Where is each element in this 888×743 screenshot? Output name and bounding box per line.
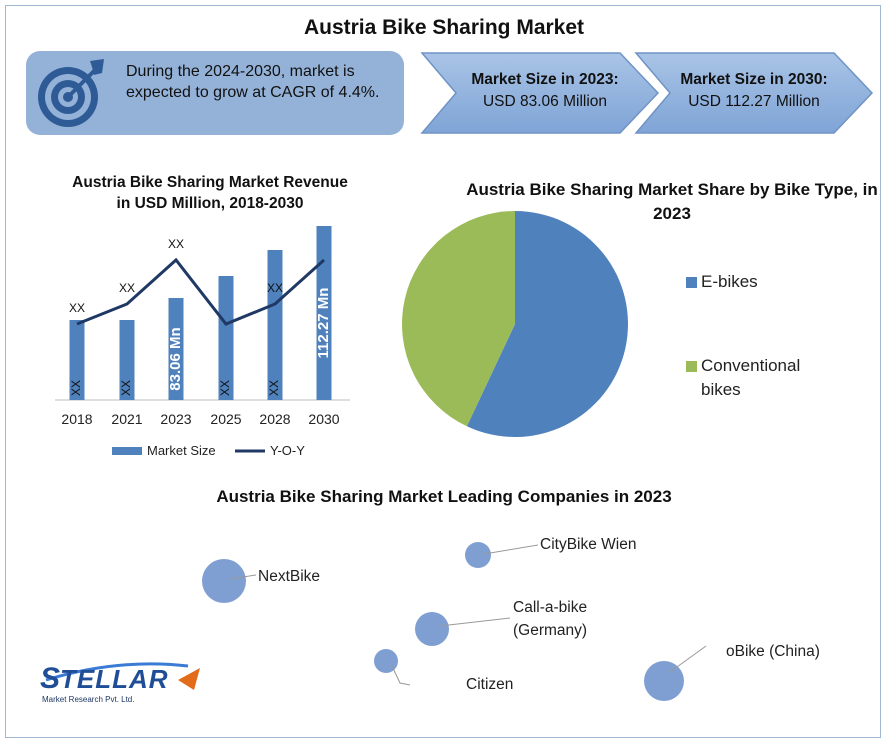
company-label-obike: oBike (China) xyxy=(726,643,820,660)
target-icon xyxy=(38,59,104,127)
bar-value-label: XX xyxy=(119,380,133,396)
market-2030-value: USD 112.27 Million xyxy=(688,93,820,110)
bar xyxy=(218,276,234,400)
chevron-shape xyxy=(634,52,874,134)
chevron-shape xyxy=(420,52,660,134)
company-label-citizen: Citizen xyxy=(466,676,514,693)
companies-bubbles xyxy=(202,542,707,701)
yoy-point-label: XX xyxy=(119,281,135,295)
market-2023-value: USD 83.06 Million xyxy=(482,93,608,110)
x-tick-label: 2030 xyxy=(308,411,339,427)
cagr-panel: During the 2024-2030, market is expected… xyxy=(26,51,404,135)
company-bubble-callabike xyxy=(415,612,449,646)
yoy-point-label: XX xyxy=(69,301,85,315)
bar xyxy=(316,226,332,400)
pie-chart-title: Austria Bike Sharing Market Share by Bik… xyxy=(466,180,878,223)
bar xyxy=(69,320,85,400)
bar-value-label: XX xyxy=(267,380,281,396)
legend-swatch-conventional xyxy=(686,361,697,372)
infographic-frame xyxy=(5,5,881,738)
revenue-bar-chart: XX 2018 XX 2021 83.06 Mn 2023 XX 2025 XX 2028 112.… xyxy=(55,226,350,458)
legend-label-ebikes: E-bikes xyxy=(701,272,758,291)
yoy-point-label: XX xyxy=(168,237,184,251)
x-tick-label: 2023 xyxy=(160,411,191,427)
legend-label-yoy: Y-O-Y xyxy=(270,443,305,458)
stellar-logo: S TELLAR Market Research Pvt. Ltd. xyxy=(38,650,208,710)
bar xyxy=(119,320,135,400)
market-2030-label: Market Size in 2030: xyxy=(680,71,828,88)
company-bubble-nextbike xyxy=(202,559,246,603)
x-tick-label: 2025 xyxy=(210,411,241,427)
market-size-2023-box: Market Size in 2023: USD 83.06 Million xyxy=(420,51,660,135)
legend-label-market-size: Market Size xyxy=(147,443,216,458)
page-title: Austria Bike Sharing Market xyxy=(303,16,585,39)
company-bubble-citybike xyxy=(465,542,491,568)
svg-text:S: S xyxy=(40,662,60,695)
pie-slice xyxy=(402,211,515,427)
company-label-nextbike: NextBike xyxy=(258,568,321,585)
bar xyxy=(168,298,184,400)
bar-value-label: 83.06 Mn xyxy=(167,327,184,390)
bar xyxy=(267,250,283,400)
company-bubble-obike xyxy=(644,661,684,701)
market-2023-label: Market Size in 2023: xyxy=(471,71,619,88)
yoy-line xyxy=(76,257,326,326)
legend-swatch-market-size xyxy=(112,447,142,455)
company-label-citybike: CityBike Wien xyxy=(540,536,637,553)
bike-type-pie-chart xyxy=(402,211,628,437)
pie-slice xyxy=(466,211,628,437)
legend-swatch-ebikes xyxy=(686,277,697,288)
x-tick-label: 2028 xyxy=(259,411,290,427)
svg-text:TELLAR: TELLAR xyxy=(60,664,169,694)
company-bubble-citizen xyxy=(374,649,398,673)
company-label-callabike: Call-a-bike (Germany) xyxy=(513,599,588,639)
companies-title: Austria Bike Sharing Market Leading Comp… xyxy=(216,487,672,506)
bar-value-label: 112.27 Mn xyxy=(315,288,332,359)
yoy-point-label: XX xyxy=(267,281,283,295)
legend-label-conventional: Conventional bikes xyxy=(701,356,801,399)
logo-tagline: Market Research Pvt. Ltd. xyxy=(42,695,135,704)
bar-chart-title: Austria Bike Sharing Market Revenue in U… xyxy=(72,174,348,212)
market-size-2030-box: Market Size in 2030: USD 112.27 Million xyxy=(634,51,874,135)
x-tick-label: 2018 xyxy=(61,411,92,427)
bar-value-label: XX xyxy=(218,380,232,396)
cagr-text: During the 2024-2030, market is expected… xyxy=(126,63,380,101)
x-tick-label: 2021 xyxy=(111,411,142,427)
stellar-logo-graphic: S TELLAR xyxy=(40,662,200,695)
bar-value-label: XX xyxy=(69,380,83,396)
